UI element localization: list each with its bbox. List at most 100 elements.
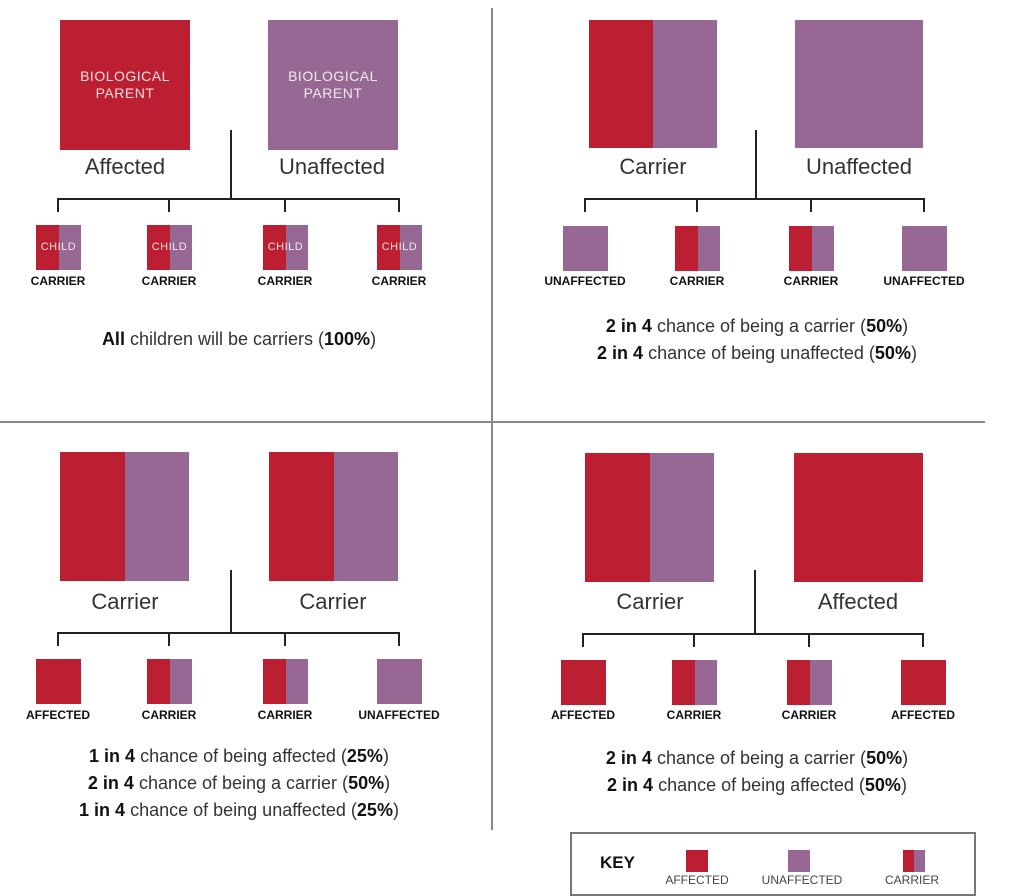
panel-top-right-child-2-label: CARRIER: [669, 274, 725, 288]
panel-bottom-left-branch-line: [57, 632, 400, 634]
panel-top-right-summary-line-1: 2 in 4 chance of being a carrier (50%): [517, 316, 997, 337]
summary-text: chance of being affected (: [653, 775, 865, 795]
panel-top-right-parent-1-label: Carrier: [619, 154, 687, 179]
affected-half: [789, 226, 812, 271]
summary-text: chance of being a carrier (: [133, 773, 349, 793]
panel-top-right-parent-1-square: [589, 20, 717, 148]
panel-top-left-drop-line-1: [57, 198, 59, 212]
panel-top-left-branch-line: [57, 198, 400, 200]
panel-top-left-drop-line-2: [168, 198, 170, 212]
panel-top-left-child-3-square: CHILD: [263, 225, 308, 270]
panel-bottom-right-summary-line-1: 2 in 4 chance of being a carrier (50%): [517, 748, 997, 769]
panel-bottom-right-drop-line-2: [693, 633, 695, 647]
summary-emphasis: 50%: [866, 748, 903, 768]
summary-emphasis: 2 in 4: [87, 773, 134, 793]
affected-half: [263, 659, 286, 704]
summary-text: chance of being a carrier (: [651, 748, 867, 768]
summary-text: ): [902, 748, 909, 768]
panel-bottom-right-child-1-square: [561, 660, 606, 705]
summary-text: ): [384, 773, 391, 793]
panel-bottom-left-summary-line-2: 2 in 4 chance of being a carrier (50%): [0, 773, 479, 794]
panel-bottom-left-child-3-label: CARRIER: [257, 708, 313, 722]
panel-top-left-child-3-label: CARRIER: [257, 274, 313, 288]
panel-bottom-right-parent-2-square: [794, 453, 923, 582]
summary-emphasis: 50%: [348, 773, 385, 793]
panel-top-right-child-3-square: [789, 226, 834, 271]
summary-text: children will be carriers (: [124, 329, 325, 349]
panel-bottom-right-branch-line: [582, 633, 924, 635]
affected-half: [60, 452, 125, 581]
panel-top-left-child-2-square: CHILD: [147, 225, 192, 270]
panel-bottom-right-parent-1-square: [585, 453, 714, 582]
panel-top-left-summary-line-1: All children will be carriers (100%): [0, 329, 479, 350]
panel-bottom-left-parent-1-label: Carrier: [91, 589, 159, 614]
summary-emphasis: 100%: [324, 329, 371, 349]
parent-square-text: BIOLOGICAL PARENT: [268, 20, 398, 150]
unaffected-half: [649, 453, 714, 582]
child-square-text: CHILD: [267, 240, 304, 253]
panel-bottom-left-child-4-label: UNAFFECTED: [358, 708, 440, 722]
panel-bottom-left-child-1-label: AFFECTED: [26, 708, 90, 722]
parent-square-text-line: BIOLOGICAL: [80, 67, 170, 84]
summary-emphasis: 50%: [864, 775, 901, 795]
horizontal-divider: [0, 421, 985, 423]
summary-text: chance of being a carrier (: [651, 316, 867, 336]
affected-half: [589, 20, 653, 148]
panel-bottom-left-child-4-square: [377, 659, 422, 704]
child-square-text: CHILD: [151, 240, 188, 253]
key-carrier-swatch: [903, 850, 925, 872]
panel-bottom-left-parent-1-square: [60, 452, 189, 581]
panel-top-left-parent-2-label: Unaffected: [278, 154, 385, 179]
summary-emphasis: 25%: [346, 746, 383, 766]
panel-bottom-left-stem-line: [230, 570, 232, 633]
parent-square-text-line: PARENT: [95, 85, 155, 101]
parent-square-text-line: PARENT: [303, 85, 363, 101]
unaffected-half: [169, 659, 192, 704]
panel-top-right-branch-line: [584, 198, 925, 200]
panel-bottom-left-parent-2-square: [269, 452, 398, 581]
panel-bottom-left-drop-line-1: [57, 632, 59, 646]
child-square-text: CHILD: [381, 240, 418, 253]
panel-top-left-parent-1-label: Affected: [84, 154, 166, 179]
panel-top-left-child-4-label: CARRIER: [371, 274, 427, 288]
panel-bottom-right-child-2-square: [672, 660, 717, 705]
summary-text: ): [382, 746, 389, 766]
unaffected-half: [694, 660, 717, 705]
panel-top-right-child-1-square: [563, 226, 608, 271]
panel-top-left-child-2-label: CARRIER: [141, 274, 197, 288]
panel-top-right-drop-line-1: [584, 198, 586, 212]
unaffected-half: [399, 225, 422, 270]
summary-emphasis: 2 in 4: [607, 775, 654, 795]
panel-bottom-right-child-3-label: CARRIER: [781, 708, 837, 722]
affected-half: [675, 226, 698, 271]
panel-top-right-drop-line-2: [696, 198, 698, 212]
affected-half: [263, 225, 286, 270]
unaffected-half: [811, 226, 834, 271]
panel-bottom-left-summary-line-3: 1 in 4 chance of being unaffected (25%): [0, 800, 479, 821]
unaffected-half: [333, 452, 398, 581]
key-carrier-label: CARRIER: [884, 873, 939, 887]
panel-top-right-child-4-label: UNAFFECTED: [883, 274, 965, 288]
panel-top-right-stem-line: [755, 130, 757, 199]
child-square-text: CHILD: [40, 240, 77, 253]
summary-text: ): [902, 316, 909, 336]
affected-half: [585, 453, 650, 582]
affected-half: [147, 659, 170, 704]
unaffected-half: [124, 452, 189, 581]
vertical-divider: [491, 8, 493, 830]
panel-top-left-drop-line-4: [398, 198, 400, 212]
panel-bottom-right-drop-line-3: [808, 633, 810, 647]
panel-bottom-left-child-3-square: [263, 659, 308, 704]
affected-half: [36, 225, 59, 270]
panel-bottom-right-drop-line-1: [582, 633, 584, 647]
panel-bottom-right-child-3-square: [787, 660, 832, 705]
key-title: KEY: [600, 853, 635, 872]
panel-bottom-right-summary-line-2: 2 in 4 chance of being affected (50%): [517, 775, 997, 796]
summary-text: ): [910, 343, 917, 363]
panel-bottom-right-drop-line-4: [922, 633, 924, 647]
panel-bottom-left-drop-line-2: [168, 632, 170, 646]
panel-top-left-stem-line: [230, 130, 232, 199]
panel-bottom-right-child-2-label: CARRIER: [666, 708, 722, 722]
summary-text: chance of being affected (: [135, 746, 347, 766]
affected-half: [787, 660, 810, 705]
